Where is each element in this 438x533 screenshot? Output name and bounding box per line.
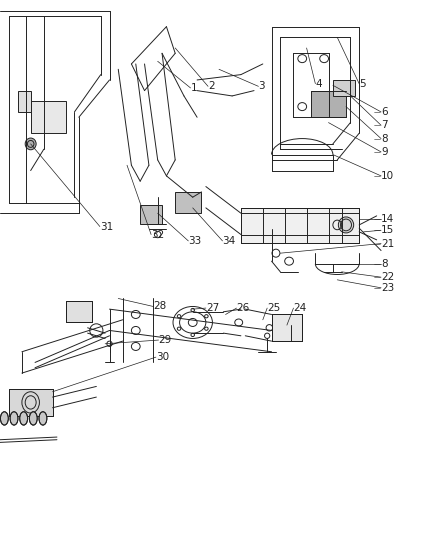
Text: 14: 14	[381, 214, 394, 223]
Bar	[9, 389, 53, 416]
Text: 9: 9	[381, 147, 388, 157]
Text: 23: 23	[381, 283, 394, 293]
Bar	[272, 314, 302, 341]
Text: 8: 8	[381, 259, 388, 269]
Bar	[66, 301, 92, 322]
Text: 22: 22	[381, 272, 394, 282]
Ellipse shape	[338, 217, 354, 233]
Text: 30: 30	[156, 352, 169, 362]
Text: 29: 29	[159, 335, 172, 345]
Text: 3: 3	[258, 82, 265, 91]
Text: 10: 10	[381, 171, 394, 181]
Ellipse shape	[10, 411, 18, 425]
Text: 26: 26	[237, 303, 250, 313]
Text: 5: 5	[359, 79, 366, 88]
Ellipse shape	[20, 411, 28, 425]
Bar	[9, 389, 53, 416]
Text: 31: 31	[100, 222, 113, 231]
Text: 33: 33	[188, 236, 201, 246]
Text: 27: 27	[206, 303, 219, 313]
Ellipse shape	[39, 411, 47, 425]
Bar	[333, 80, 355, 96]
Bar	[175, 192, 201, 213]
Bar	[311, 91, 346, 117]
Bar	[272, 314, 302, 341]
Text: 1: 1	[191, 83, 197, 93]
Bar	[241, 208, 359, 243]
Ellipse shape	[0, 411, 8, 425]
Text: 6: 6	[381, 107, 388, 117]
Bar	[18, 91, 31, 112]
Text: 15: 15	[381, 225, 394, 235]
Text: 25: 25	[267, 303, 280, 313]
Bar	[66, 301, 92, 322]
Bar	[31, 101, 66, 133]
Text: 2: 2	[208, 82, 215, 91]
Text: 34: 34	[223, 236, 236, 246]
Text: 7: 7	[381, 120, 388, 130]
Text: 24: 24	[293, 303, 307, 313]
Text: 32: 32	[151, 230, 164, 239]
Text: 21: 21	[381, 239, 394, 248]
Text: 4: 4	[315, 79, 322, 88]
Text: 8: 8	[381, 134, 388, 143]
Ellipse shape	[29, 411, 37, 425]
Text: 28: 28	[153, 302, 166, 311]
Bar	[140, 205, 162, 224]
Bar	[241, 208, 359, 243]
Ellipse shape	[25, 138, 36, 150]
